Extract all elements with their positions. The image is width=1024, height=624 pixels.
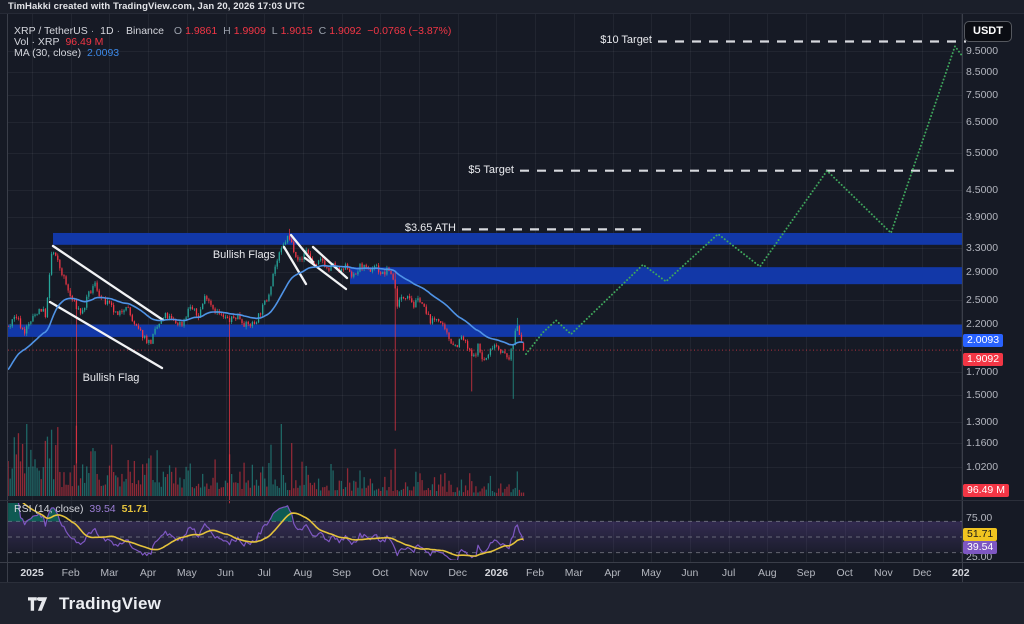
time-axis-label: Aug bbox=[293, 567, 313, 579]
time-axis-label: Feb bbox=[61, 567, 80, 579]
time-axis-label: Dec bbox=[912, 567, 932, 579]
rsi-value: 39.54 bbox=[89, 503, 116, 515]
close-label: C bbox=[318, 25, 327, 37]
time-axis-label: Oct bbox=[836, 567, 853, 579]
price-axis-label: 2.9000 bbox=[966, 266, 999, 279]
time-axis-label: May bbox=[641, 567, 662, 579]
open-label: O bbox=[173, 25, 183, 37]
price-axis-label: 3.3000 bbox=[966, 242, 999, 255]
footer-bar: TradingView bbox=[0, 583, 1024, 624]
time-axis-label: 202 bbox=[952, 567, 970, 579]
time-axis-label: Nov bbox=[874, 567, 893, 579]
open-value: 1.9861 bbox=[185, 25, 218, 37]
price-axis-label: 1.5000 bbox=[966, 389, 999, 402]
low-value: 1.9015 bbox=[280, 25, 313, 37]
rsi-badge: 39.54 bbox=[963, 541, 998, 554]
currency-toggle-button[interactable]: USDT bbox=[964, 21, 1012, 42]
time-axis-label: Dec bbox=[448, 567, 468, 579]
time-axis-label: 2025 bbox=[20, 567, 44, 579]
price-axis-label: 6.5000 bbox=[966, 115, 999, 128]
target-annotation[interactable]: $10 Target bbox=[600, 34, 652, 47]
price-axis-label: 9.5000 bbox=[966, 45, 999, 58]
volume-value: 96.49 M bbox=[65, 36, 104, 48]
watermark-text: TimHakki created with TradingView.com, J… bbox=[8, 1, 305, 12]
symbol-name: XRP / TetherUS bbox=[14, 25, 88, 37]
tradingview-logo-icon bbox=[28, 597, 48, 611]
time-axis-label: Mar bbox=[100, 567, 119, 579]
price-axis-label: 1.0200 bbox=[966, 461, 999, 473]
rsi-legend[interactable]: RSI (14, close) 39.54 51.71 bbox=[14, 503, 151, 515]
rsi-axis-label: 75.00 bbox=[966, 511, 993, 524]
price-axis-label: 1.3000 bbox=[966, 415, 999, 428]
close-value: 1.9092 bbox=[329, 25, 362, 37]
time-axis-label: Sep bbox=[332, 567, 351, 579]
target-annotation[interactable]: $3.65 ATH bbox=[404, 222, 456, 235]
time-axis-label: Mar bbox=[564, 567, 583, 579]
time-axis-label: Oct bbox=[372, 567, 389, 579]
ma-value: 2.0093 bbox=[87, 47, 120, 59]
ma-legend[interactable]: MA (30, close) 2.0093 bbox=[14, 47, 122, 59]
ma-badge: 2.0093 bbox=[963, 334, 1004, 348]
time-axis-label: Jun bbox=[217, 567, 234, 579]
time-axis-label: Jul bbox=[721, 567, 736, 579]
price-axis-label: 8.5000 bbox=[966, 65, 999, 78]
volume-badge: 96.49 M bbox=[963, 484, 1009, 497]
tradingview-logo-text: TradingView bbox=[59, 594, 162, 613]
price-axis-label: 1.1600 bbox=[966, 437, 999, 450]
price-axis-label: 1.7000 bbox=[966, 365, 999, 378]
volume-legend[interactable]: Vol · XRP 96.49 M bbox=[14, 36, 106, 48]
low-label: L bbox=[271, 25, 278, 37]
time-axis-label: Aug bbox=[757, 567, 777, 579]
price-axis-label: 2.2000 bbox=[966, 317, 999, 330]
change-value: −0.0768 (−3.87%) bbox=[367, 25, 452, 37]
rsi-label: RSI (14, close) bbox=[14, 503, 84, 515]
volume-label: Vol · XRP bbox=[14, 36, 60, 48]
time-axis-label: Sep bbox=[796, 567, 816, 579]
time-axis-label: Nov bbox=[409, 567, 429, 579]
time-axis-label: Feb bbox=[526, 567, 545, 579]
last-badge: 1.9092 bbox=[963, 353, 1004, 367]
rsi_signal-badge: 51.71 bbox=[963, 528, 998, 541]
high-value: 1.9909 bbox=[233, 25, 266, 37]
price-axis-label: 2.5000 bbox=[966, 293, 999, 306]
symbol-legend[interactable]: XRP / TetherUS · 1D · Binance O 1.9861 H 1.9… bbox=[14, 25, 452, 37]
time-axis-label: Jun bbox=[681, 567, 699, 579]
watermark-bar: TimHakki created with TradingView.com, J… bbox=[0, 0, 1024, 14]
interval-label: 1D bbox=[100, 25, 114, 37]
price-axis-label: 7.5000 bbox=[966, 89, 999, 102]
time-axis-label: Apr bbox=[139, 567, 157, 579]
price-axis-label: 4.5000 bbox=[966, 184, 999, 197]
price-axis-label: 5.5000 bbox=[966, 146, 999, 159]
time-axis-label: May bbox=[176, 567, 197, 579]
time-axis-label: Apr bbox=[604, 567, 621, 579]
time-axis-label: Jul bbox=[257, 567, 271, 579]
high-label: H bbox=[223, 25, 231, 37]
time-axis-label: 2026 bbox=[484, 567, 509, 579]
tradingview-logo[interactable]: TradingView bbox=[28, 594, 161, 614]
price-axis-label: 3.9000 bbox=[966, 211, 999, 223]
ma-label: MA (30, close) bbox=[14, 47, 82, 59]
rsi-signal-value: 51.71 bbox=[121, 503, 148, 515]
bullish-flags-annotation[interactable]: Bullish Flags bbox=[212, 249, 276, 261]
bullish-flag-annotation[interactable]: Bullish Flag bbox=[82, 372, 140, 384]
exchange-label: Binance bbox=[126, 25, 164, 37]
target-annotation[interactable]: $5 Target bbox=[468, 163, 514, 176]
